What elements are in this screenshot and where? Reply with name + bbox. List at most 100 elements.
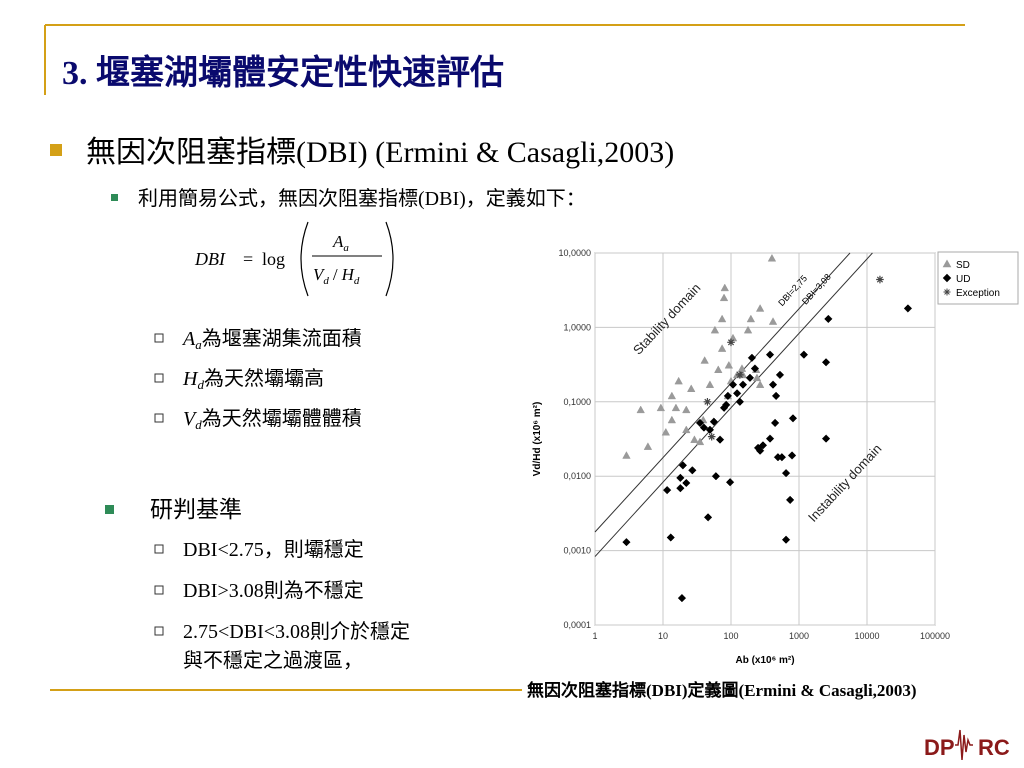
- definition: Vd為天然壩壩體體積: [183, 407, 362, 432]
- point: [622, 537, 631, 547]
- paren: [300, 221, 309, 297]
- point: [755, 380, 765, 388]
- def-text: 為堰塞湖集流面積: [202, 327, 362, 350]
- point: [676, 484, 685, 493]
- point: [723, 391, 733, 401]
- y-tick-label: 0,0100: [563, 471, 591, 481]
- point: [736, 371, 744, 379]
- point: [699, 423, 709, 432]
- criterion: DBI>3.08則為不穩定: [183, 579, 364, 602]
- bullet: [50, 144, 62, 156]
- legend-label: Exception: [956, 288, 1000, 299]
- point: [768, 317, 778, 325]
- point: [690, 435, 699, 443]
- sub: a: [343, 242, 349, 254]
- legend-marker: [943, 288, 951, 296]
- bullet: [154, 333, 164, 343]
- point: [700, 356, 709, 364]
- point: [674, 376, 683, 385]
- point: [695, 437, 705, 446]
- y-tick-label: 0,0010: [563, 546, 591, 556]
- sub: d: [323, 275, 329, 287]
- point: [707, 432, 716, 441]
- point: [765, 434, 775, 443]
- formula-den: Vd / Hd: [313, 265, 360, 287]
- point: [755, 446, 765, 455]
- chart: 1 10 100 1000 10000 100000 0,0001 0,0010 0,0100 0…: [532, 248, 1019, 666]
- point: [770, 418, 780, 428]
- point: [717, 344, 727, 352]
- logo-text: RC: [978, 735, 1010, 760]
- legend-marker: [942, 273, 952, 283]
- formula-lhs: DBI: [194, 249, 226, 269]
- bullet: [154, 585, 164, 595]
- point: [746, 314, 756, 323]
- bullet: [111, 194, 118, 201]
- point: [781, 468, 791, 478]
- criterion: 2.75<DBI<3.08則介於穩定: [183, 620, 410, 643]
- point: [787, 451, 797, 460]
- point: [656, 403, 666, 412]
- reference-line: [594, 252, 851, 533]
- legend-box: [937, 251, 1019, 305]
- point: [682, 478, 691, 488]
- sym: V: [313, 265, 326, 284]
- point: [821, 358, 831, 367]
- point: [703, 398, 712, 406]
- point: [709, 417, 719, 426]
- sub: d: [197, 377, 204, 392]
- def-text: 為天然壩壩高: [204, 367, 324, 390]
- point: [667, 415, 677, 424]
- point: [752, 373, 762, 382]
- point: [622, 451, 631, 459]
- point: [735, 397, 745, 406]
- bullet: [154, 626, 164, 636]
- point: [719, 293, 729, 302]
- point: [710, 325, 720, 334]
- point: [743, 325, 753, 334]
- point: [677, 593, 687, 603]
- point: [728, 380, 738, 389]
- x-tick-label: 10000: [854, 631, 879, 641]
- criterion: 與不穩定之過渡區，: [183, 649, 363, 672]
- point: [758, 441, 768, 450]
- point: [720, 283, 730, 292]
- plot-frame: [594, 252, 936, 626]
- point: [715, 435, 725, 444]
- x-tick-label: 1000: [789, 631, 809, 641]
- point: [717, 314, 727, 323]
- point: [781, 535, 791, 544]
- sym: H: [182, 368, 199, 390]
- criteria: DBI<2.75，則壩穩定 DBI>3.08則為不穩定 2.75<DBI<3.0…: [154, 538, 410, 672]
- definition: Hd為天然壩壩高: [182, 367, 324, 392]
- point: [666, 533, 675, 542]
- point: [755, 304, 765, 312]
- point: [703, 513, 713, 522]
- point: [682, 405, 691, 414]
- point: [767, 253, 777, 262]
- bullet: [154, 544, 164, 554]
- point: [747, 353, 757, 362]
- point: [737, 364, 747, 372]
- point: [724, 360, 734, 369]
- point: [661, 427, 671, 436]
- point: [636, 405, 645, 414]
- slide-title: 3. 堰塞湖壩體安定性快速評估: [62, 54, 504, 92]
- point: [688, 466, 697, 475]
- point: [725, 478, 735, 487]
- bullet: [154, 413, 164, 423]
- point: [903, 304, 913, 313]
- criterion: DBI<2.75，則壩穩定: [183, 538, 364, 561]
- paren: [385, 221, 394, 297]
- point: [785, 495, 795, 505]
- bullet: [105, 505, 114, 514]
- sub: d: [195, 417, 202, 432]
- point: [768, 380, 778, 389]
- point: [676, 473, 685, 483]
- sym: V: [183, 408, 198, 430]
- slash: /: [333, 265, 338, 284]
- point: [745, 373, 755, 382]
- point: [682, 425, 691, 434]
- formula-fn: log: [262, 249, 285, 269]
- bullet: [154, 373, 164, 383]
